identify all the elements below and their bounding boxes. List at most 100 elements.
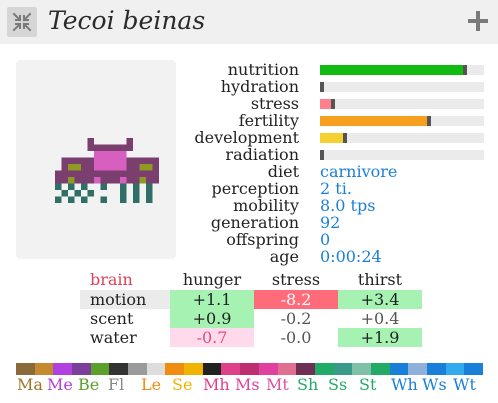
sense-key-me[interactable]: Me [47, 375, 73, 394]
stat-stress: stress [140, 95, 485, 112]
stat-value: 8.0 tps [320, 196, 376, 215]
sense-row-motion: motion [80, 290, 170, 309]
sense-key-sh[interactable]: Sh [297, 375, 319, 394]
sense-key-ms[interactable]: Ms [235, 375, 260, 394]
sense-key-st[interactable]: St [359, 375, 377, 394]
palette-swatch [128, 363, 147, 375]
stat-bar-marker [463, 65, 467, 75]
palette-swatch [352, 363, 371, 375]
stat-value: 2 ti. [320, 179, 352, 198]
sense-key-mt[interactable]: Mt [266, 375, 289, 394]
stat-label: diet [267, 162, 299, 181]
stat-perception: perception 2 ti. [140, 180, 485, 197]
stat-value: 0:00:24 [320, 247, 382, 266]
palette-swatch [147, 363, 165, 375]
sense-key-be[interactable]: Be [78, 375, 100, 394]
window-header: Tecoi beinas [0, 0, 498, 44]
stat-label: stress [250, 94, 299, 113]
stat-label: perception [211, 179, 299, 198]
sense-key-mh[interactable]: Mh [203, 375, 230, 394]
sense-cell: +0.9 [170, 309, 254, 328]
stat-value: 92 [320, 213, 341, 232]
palette-swatch [334, 363, 352, 375]
stat-fertility: fertility [140, 112, 485, 129]
stat-mobility: mobility 8.0 tps [140, 197, 485, 214]
stat-bar [320, 65, 484, 75]
creature-name: Tecoi beinas [48, 6, 206, 35]
stat-generation: generation 92 [140, 214, 485, 231]
pixel-creature-sprite [55, 138, 159, 203]
stat-age: age 0:00:24 [140, 248, 485, 265]
stat-bar-marker [320, 150, 324, 160]
palette-swatch [16, 363, 35, 375]
stat-bar-marker [331, 99, 335, 109]
palette-swatch [221, 363, 240, 375]
palette-swatch [91, 363, 109, 375]
palette-swatch [278, 363, 296, 375]
stat-bar-marker [343, 133, 347, 143]
column-header-hunger: hunger [182, 270, 242, 289]
stat-bar [320, 133, 484, 143]
sense-row-water: water [90, 328, 137, 347]
sense-key-wt[interactable]: Wt [453, 375, 476, 394]
stat-offspring: offspring 0 [140, 231, 485, 248]
stat-label: mobility [233, 196, 299, 215]
palette-swatch [446, 363, 464, 375]
stat-bar-fill [320, 133, 343, 143]
stat-label: age [269, 247, 299, 266]
sense-cell: +1.1 [170, 290, 254, 309]
palette-swatch [165, 363, 184, 375]
palette-swatch [315, 363, 334, 375]
sense-cell: +1.9 [338, 328, 422, 347]
palette-swatch [35, 363, 53, 375]
sense-row-scent: scent [90, 309, 134, 328]
sense-key-wh[interactable]: Wh [391, 375, 418, 394]
stat-value: carnivore [320, 162, 398, 181]
palette-swatch [390, 363, 408, 375]
stat-label: radiation [225, 145, 299, 164]
palette-swatch [184, 363, 203, 375]
palette-swatch [296, 363, 315, 375]
stat-label: development [194, 128, 299, 147]
stat-value: 0 [320, 230, 331, 249]
color-palette [16, 363, 483, 375]
stat-label: offspring [226, 230, 299, 249]
sense-key-fl[interactable]: Fl [108, 375, 125, 394]
palette-swatch [240, 363, 259, 375]
stat-bar [320, 116, 484, 126]
sense-key-se[interactable]: Se [172, 375, 193, 394]
stat-label: generation [210, 213, 299, 232]
collapse-button[interactable] [7, 7, 37, 37]
sense-key-ss[interactable]: Ss [328, 375, 348, 394]
palette-swatch [427, 363, 446, 375]
stat-diet: diet carnivore [140, 163, 485, 180]
palette-swatch [464, 363, 483, 375]
stat-label: nutrition [227, 60, 299, 79]
stat-hydration: hydration [140, 78, 485, 95]
palette-swatch [109, 363, 128, 375]
plus-icon [468, 11, 488, 31]
stat-bar-fill [320, 99, 331, 109]
sense-cell: -8.2 [254, 290, 338, 309]
stat-development: development [140, 129, 485, 146]
palette-swatch [72, 363, 91, 375]
sense-key-ma[interactable]: Ma [17, 375, 43, 394]
stat-bar [320, 150, 484, 160]
palette-swatch [408, 363, 427, 375]
sense-key-ws[interactable]: Ws [422, 375, 447, 394]
palette-swatch [371, 363, 390, 375]
sense-key-le[interactable]: Le [141, 375, 162, 394]
stat-label: hydration [220, 77, 299, 96]
sense-cell: -0.2 [254, 309, 338, 328]
stat-bar [320, 99, 484, 109]
palette-swatch [203, 363, 221, 375]
stat-bar [320, 82, 484, 92]
stat-label: fertility [238, 111, 299, 130]
stat-bar-fill [320, 65, 463, 75]
sense-cell: +0.4 [338, 309, 422, 328]
sense-cell: -0.0 [254, 328, 338, 347]
brain-label: brain [90, 270, 133, 289]
add-button[interactable] [466, 9, 490, 33]
sense-cell: +3.4 [338, 290, 422, 309]
stat-nutrition: nutrition [140, 61, 485, 78]
